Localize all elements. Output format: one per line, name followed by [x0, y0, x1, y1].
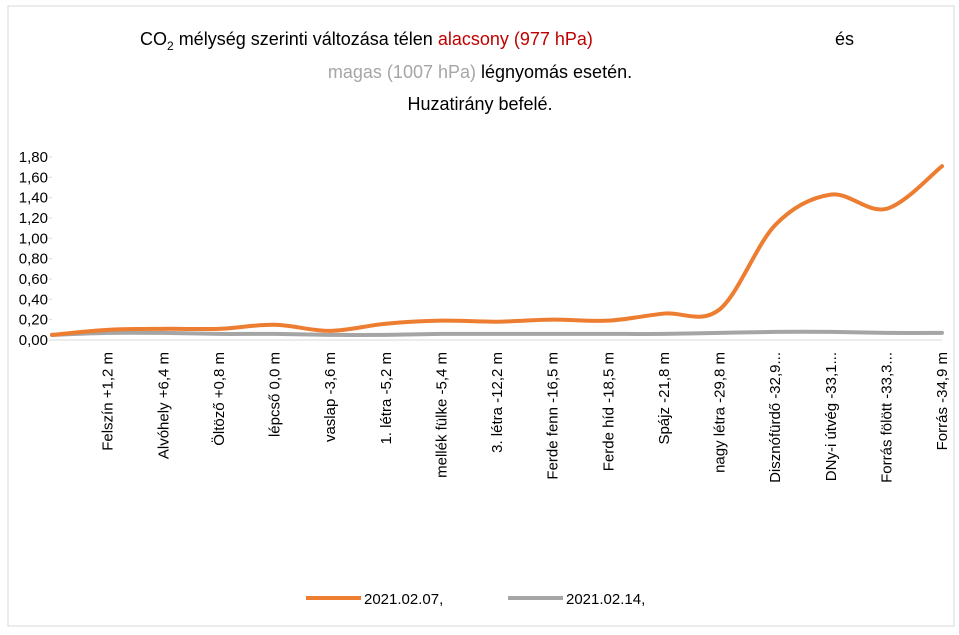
y-tick-label: 0,40 [19, 291, 48, 308]
y-tick-label: 1,80 [19, 149, 48, 166]
x-tick-label: Forrás -34,9 m [934, 352, 951, 450]
chart-border [7, 5, 955, 627]
x-tick-label: vaslap -3,6 m [322, 352, 339, 442]
y-tick-label: 1,60 [19, 169, 48, 186]
x-tick-label: DNy-i útvég -33,1... [823, 352, 840, 481]
y-tick-label: 0,00 [19, 332, 48, 349]
x-tick-label: Ferde híd -18,5 m [600, 352, 617, 471]
x-tick-label: Ferde fenn -16,5 m [545, 352, 562, 480]
legend-label: 2021.02.14, [566, 591, 645, 608]
x-tick-label: Forrás fölött -33,3... [878, 352, 895, 483]
chart-title: CO2 mélység szerinti változása télen ala… [140, 29, 593, 53]
x-tick-label: nagy létra -29,8 m [712, 352, 729, 473]
x-tick-label: lépcső 0,0 m [267, 352, 284, 437]
series-line [50, 164, 944, 337]
title-segment: CO [140, 29, 167, 49]
chart-title: és [835, 29, 854, 49]
title-segment: mélység szerinti változása télen [174, 29, 438, 49]
series-line [50, 329, 944, 338]
y-tick-label: 0,80 [19, 251, 48, 268]
y-tick-label: 0,20 [19, 312, 48, 329]
x-tick-label: Spájz -21,8 m [656, 352, 673, 445]
x-tick-label: mellék fülke -5,4 m [433, 352, 450, 478]
x-tick-label: 3. létra -12,2 m [489, 352, 506, 453]
x-tick-label: Disznófürdő -32,9... [767, 352, 784, 483]
x-tick-label: 1. létra -5,2 m [378, 352, 395, 445]
x-tick-label: Alvóhely +6,4 m [155, 352, 172, 459]
x-tick-label: Öltöző +0,8 m [210, 352, 228, 446]
chart-title: Huzatirány befelé. [407, 94, 552, 114]
title-segment: magas (1007 hPa) [328, 62, 476, 82]
y-tick-label: 0,60 [19, 271, 48, 288]
x-tick-label: Felszín +1,2 m [100, 352, 117, 451]
legend-label: 2021.02.07, [364, 591, 443, 608]
title-segment: légnyomás esetén. [476, 62, 632, 82]
title-segment: Huzatirány befelé. [407, 94, 552, 114]
y-tick-label: 1,00 [19, 230, 48, 247]
y-tick-label: 1,20 [19, 210, 48, 227]
chart-title: magas (1007 hPa) légnyomás esetén. [328, 62, 632, 82]
title-segment: 2 [167, 39, 174, 53]
y-tick-label: 1,40 [19, 190, 48, 207]
title-segment: alacsony (977 hPa) [438, 29, 593, 49]
